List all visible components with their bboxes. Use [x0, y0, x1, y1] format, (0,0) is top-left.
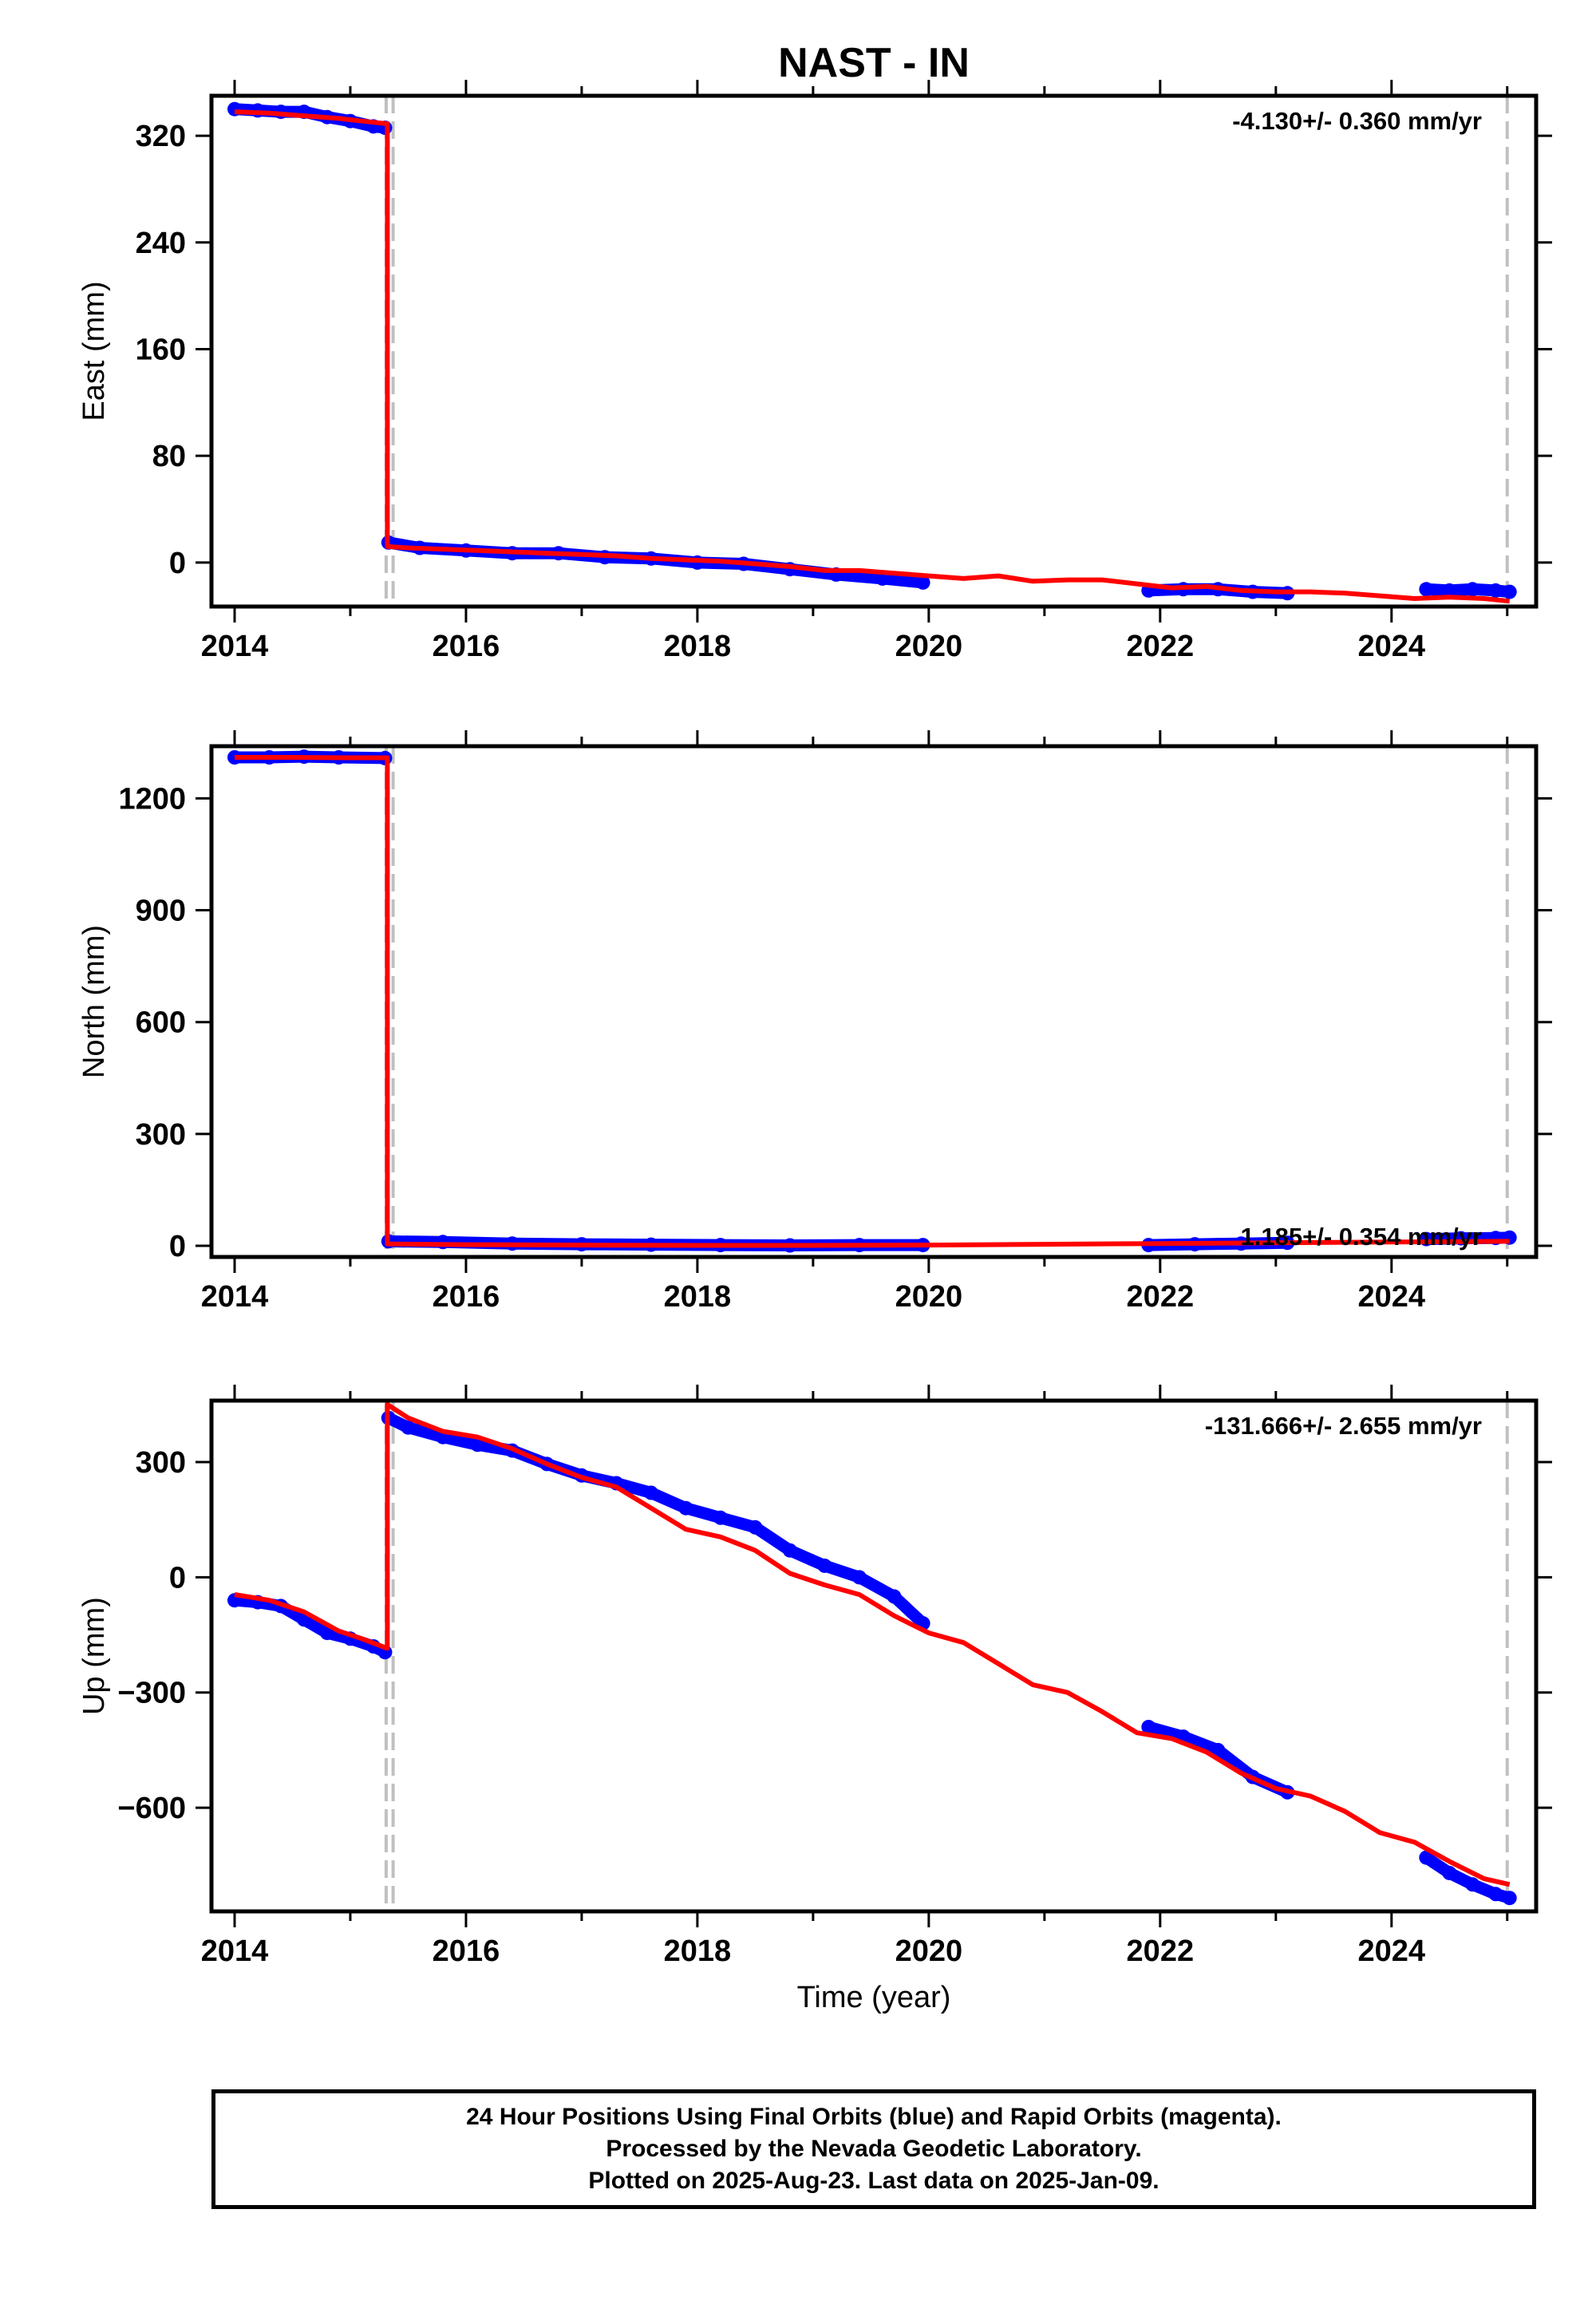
east-x-tick-label: 2020 [895, 630, 963, 663]
up-data-point [1141, 1720, 1156, 1734]
east-data-point [915, 575, 930, 590]
up-data-point [643, 1485, 658, 1500]
figure-title: NAST - IN [778, 40, 970, 86]
up-x-tick-label: 2016 [433, 1935, 500, 1968]
north-y-tick-label: 900 [136, 895, 186, 928]
east-frame [209, 93, 1539, 609]
up-data-point [1488, 1887, 1503, 1902]
north-y-axis-label: North (mm) [77, 925, 111, 1078]
east-data-point [1442, 583, 1457, 598]
east-y-tick-label: 80 [152, 440, 186, 473]
up-data-point [748, 1520, 763, 1535]
up-data-point [470, 1437, 485, 1452]
up-observation-band-1 [382, 1412, 930, 1630]
north-velocity-label: 1.185+/- 0.354 mm/yr [1241, 1223, 1482, 1251]
east-panel: 2014 2016 2018 2020 2022 2024 0 80 160 240 320 East… [77, 80, 1552, 663]
footer-line-2: Processed by the Nevada Geodetic Laborat… [606, 2136, 1142, 2162]
north-y-tick-label: 0 [169, 1230, 186, 1263]
east-data-point [1488, 583, 1503, 598]
east-x-tick-label: 2018 [664, 630, 732, 663]
up-data-point [1211, 1742, 1226, 1757]
east-model-line [234, 109, 1511, 604]
up-y-tick-label: −300 [117, 1677, 186, 1710]
east-y-tick-label: 320 [136, 120, 186, 153]
up-x-tick-label: 2024 [1358, 1935, 1426, 1968]
up-velocity-label: -131.666+/- 2.655 mm/yr [1205, 1412, 1482, 1440]
up-data-point [887, 1589, 902, 1604]
east-y-tick-label: 160 [136, 333, 186, 366]
footer-line-1: 24 Hour Positions Using Final Orbits (bl… [466, 2104, 1282, 2130]
north-frame [209, 744, 1539, 1259]
up-y-tick-label: 0 [169, 1561, 186, 1595]
up-model-line [234, 1401, 1511, 1887]
up-data-point [1442, 1865, 1457, 1880]
east-x-tick-label: 2014 [201, 630, 269, 663]
north-y-tick-label: 300 [136, 1118, 186, 1152]
north-plot-area [227, 746, 1517, 1257]
up-data-point [1502, 1891, 1517, 1906]
up-x-tick-label: 2022 [1127, 1935, 1195, 1968]
east-velocity-label: -4.130+/- 0.360 mm/yr [1232, 107, 1482, 135]
north-y-tick-label: 600 [136, 1006, 186, 1040]
east-x-tick-label: 2024 [1358, 630, 1426, 663]
east-data-point [1465, 582, 1480, 597]
up-data-point [782, 1543, 797, 1558]
up-data-point [817, 1558, 832, 1573]
up-data-point [1465, 1877, 1480, 1892]
north-x-tick-label: 2022 [1127, 1280, 1195, 1314]
up-data-point [401, 1420, 416, 1435]
up-data-point [713, 1510, 728, 1525]
north-y-tick-label: 1200 [118, 782, 186, 816]
east-data-point [1419, 582, 1434, 597]
up-panel: 2014 2016 2018 2020 2022 2024 −600 −300 0 300 Up (… [77, 1385, 1552, 1968]
north-x-tick-label: 2014 [201, 1280, 269, 1314]
east-x-tick-label: 2016 [433, 630, 500, 663]
north-x-tick-label: 2018 [664, 1280, 732, 1314]
up-y-axis-label: Up (mm) [77, 1597, 111, 1715]
up-frame [209, 1398, 1539, 1914]
up-x-tick-label: 2020 [895, 1935, 963, 1968]
north-panel: 2014 2016 2018 2020 2022 2024 0 300 600 900 1200 No… [77, 730, 1552, 1314]
up-data-point [851, 1570, 867, 1585]
footer-line-3: Plotted on 2025-Aug-23. Last data on 202… [588, 2168, 1159, 2194]
x-axis-label: Time (year) [797, 1981, 951, 2014]
east-y-axis-label: East (mm) [77, 281, 111, 421]
east-plot-area [227, 96, 1517, 607]
up-x-tick-label: 2018 [664, 1935, 732, 1968]
north-x-tick-label: 2020 [895, 1280, 963, 1314]
east-x-tick-label: 2022 [1127, 630, 1195, 663]
up-data-point [1419, 1850, 1434, 1865]
up-x-tick-label: 2014 [201, 1935, 269, 1968]
up-data-point [678, 1500, 693, 1516]
up-plot-area [227, 1401, 1517, 1911]
up-y-tick-label: −600 [117, 1792, 186, 1825]
north-x-tick-label: 2016 [433, 1280, 500, 1314]
north-x-tick-label: 2024 [1358, 1280, 1426, 1314]
north-model-line [235, 755, 1510, 1248]
east-data-point [1502, 584, 1517, 599]
processing-info-box: 24 Hour Positions Using Final Orbits (bl… [211, 2089, 1536, 2209]
east-y-tick-label: 0 [169, 547, 186, 580]
east-y-tick-label: 240 [136, 227, 186, 260]
up-y-tick-label: 300 [136, 1446, 186, 1480]
